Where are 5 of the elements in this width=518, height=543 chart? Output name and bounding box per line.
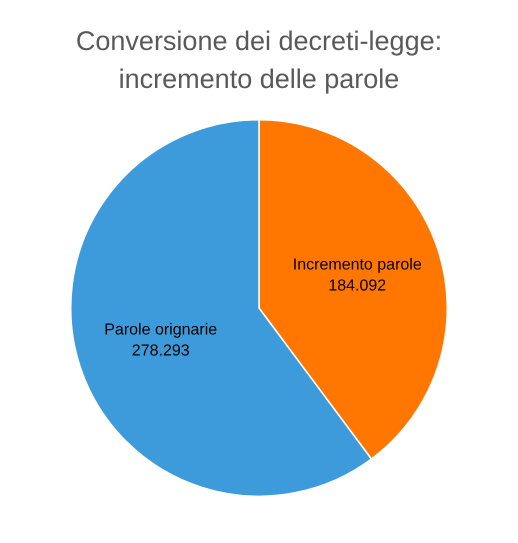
data-label: 184.092 [328,277,386,294]
slice-label: Incremento parole [292,256,422,274]
chart-title: Conversione dei decreti-legge: incremento delle parole [74,25,444,96]
slice-label: Parole orignarie [104,321,218,338]
data-label: 278.293 [132,342,190,360]
